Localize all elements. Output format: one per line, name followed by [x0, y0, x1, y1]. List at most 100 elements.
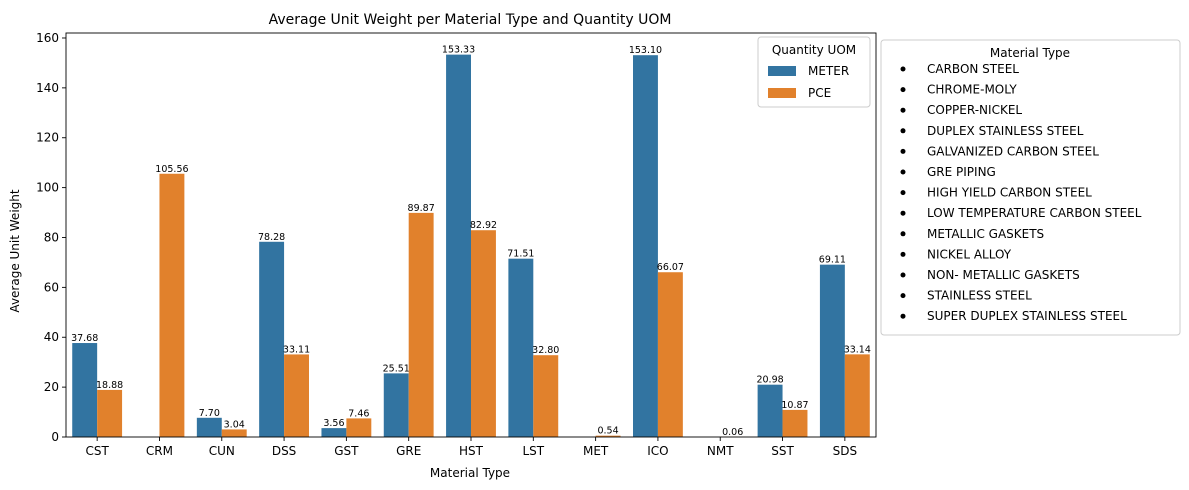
bar-pce-cun — [221, 429, 247, 437]
bar-meter-lst — [508, 258, 534, 437]
material-legend-item: NON- METALLIC GASKETS — [927, 268, 1080, 282]
data-label-pce-sst: 10.87 — [781, 400, 808, 411]
material-legend-item: LOW TEMPERATURE CARBON STEEL — [927, 206, 1142, 220]
x-tick-label-crm: CRM — [146, 444, 173, 458]
bar-pce-gst — [346, 418, 372, 437]
y-tick-label: 160 — [36, 31, 59, 45]
bar-meter-dss — [259, 241, 285, 437]
data-label-meter-lst: 71.51 — [507, 249, 534, 260]
bar-pce-lst — [533, 355, 559, 437]
material-legend-bullet — [900, 190, 906, 196]
material-legend-item: CARBON STEEL — [927, 62, 1019, 76]
data-label-meter-gst: 3.56 — [323, 418, 344, 429]
material-legend-item: GALVANIZED CARBON STEEL — [927, 144, 1099, 158]
bar-pce-met — [595, 435, 621, 437]
y-tick-label: 140 — [36, 81, 59, 95]
data-label-meter-gre: 25.51 — [383, 363, 410, 374]
data-label-meter-cun: 7.70 — [199, 408, 220, 419]
material-legend-bullet — [900, 272, 906, 278]
data-label-pce-hst: 82.92 — [470, 220, 497, 231]
y-tick-label: 80 — [44, 230, 59, 244]
y-tick-label: 20 — [44, 380, 59, 394]
material-legend-item: NICKEL ALLOY — [927, 247, 1012, 261]
material-legend-bullet — [900, 66, 906, 72]
material-legend-bullet — [900, 107, 906, 113]
data-label-pce-sds: 33.14 — [844, 344, 871, 355]
material-legend-items: CARBON STEEL CHROME-MOLY COPPER-NICKEL DUPL… — [900, 62, 1142, 323]
x-tick-label-nmt: NMT — [707, 444, 734, 458]
bar-meter-cun — [196, 417, 222, 437]
material-type-legend: Material Type CARBON STEEL CHROME-MOLY COP… — [880, 39, 1181, 336]
material-legend-item: METALLIC GASKETS — [927, 227, 1044, 241]
data-label-pce-met: 0.54 — [597, 426, 618, 437]
plot-area: 37.68 7.70 78.28 3.56 25.51 153.33 71.51 153.10… — [36, 31, 877, 458]
bar-meter-gre — [383, 373, 409, 437]
uom-legend-label-meter: METER — [808, 64, 849, 78]
bar-meter-ico — [633, 55, 658, 437]
y-tick-label: 60 — [44, 280, 59, 294]
data-label-meter-dss: 78.28 — [258, 232, 285, 243]
uom-legend-swatch-meter — [768, 66, 796, 76]
x-tick-label-gre: GRE — [396, 444, 421, 458]
data-label-pce-gre: 89.87 — [408, 203, 435, 214]
chart-title: Average Unit Weight per Material Type an… — [269, 12, 672, 28]
data-label-meter-hst: 153.33 — [442, 45, 475, 56]
y-tick-label: 120 — [36, 131, 59, 145]
bar-pce-gre — [408, 212, 434, 437]
bar-meter-gst — [321, 428, 347, 437]
bar-pce-dss — [284, 354, 309, 437]
y-axis-label: Average Unit Weight — [8, 189, 22, 312]
material-legend-bullet — [900, 128, 906, 134]
bar-pce-cst — [97, 389, 123, 437]
material-legend-frame — [880, 39, 1181, 336]
uom-legend-swatch-pce — [768, 88, 796, 98]
material-legend-bullet — [900, 87, 906, 93]
material-legend-item: SUPER DUPLEX STAINLESS STEEL — [927, 309, 1127, 323]
y-tick-label: 100 — [36, 181, 59, 195]
uom-legend: Quantity UOM METER PCE — [757, 36, 871, 108]
bar-meter-sds — [819, 264, 845, 437]
material-legend-bullet — [900, 313, 906, 319]
bar-pce-hst — [471, 230, 496, 437]
material-legend-item: STAINLESS STEEL — [927, 289, 1032, 303]
bar-meter-cst — [72, 343, 98, 437]
data-label-pce-cst: 18.88 — [96, 380, 123, 391]
x-tick-label-ico: ICO — [647, 444, 668, 458]
x-tick-label-sds: SDS — [833, 444, 857, 458]
data-label-meter-sst: 20.98 — [756, 375, 783, 386]
y-tick-label: 0 — [51, 430, 59, 444]
material-legend-item: GRE PIPING — [927, 165, 996, 179]
x-tick-label-lst: LST — [522, 444, 544, 458]
material-legend-item: CHROME-MOLY — [927, 83, 1017, 97]
bar-meter-hst — [446, 54, 471, 437]
x-axis-label: Material Type — [430, 466, 510, 480]
x-tick-label-cst: CST — [85, 444, 109, 458]
data-label-pce-cun: 3.04 — [224, 419, 245, 430]
material-legend-title: Material Type — [990, 46, 1070, 60]
data-label-pce-nmt: 0.06 — [722, 427, 743, 438]
material-legend-item: DUPLEX STAINLESS STEEL — [927, 124, 1084, 138]
bar-pce-ico — [657, 272, 683, 437]
uom-legend-label-pce: PCE — [808, 86, 831, 100]
x-tick-label-sst: SST — [771, 444, 794, 458]
data-label-pce-lst: 32.80 — [532, 345, 559, 356]
x-tick-label-cun: CUN — [209, 444, 235, 458]
material-legend-bullet — [900, 251, 906, 257]
data-label-pce-dss: 33.11 — [283, 344, 310, 355]
data-label-meter-ico: 153.10 — [629, 45, 662, 56]
data-label-meter-sds: 69.11 — [819, 255, 846, 266]
y-tick-label: 40 — [44, 330, 59, 344]
data-label-meter-cst: 37.68 — [71, 333, 98, 344]
data-label-pce-gst: 7.46 — [348, 408, 369, 419]
data-label-pce-crm: 105.56 — [155, 164, 188, 175]
x-tick-label-dss: DSS — [272, 444, 296, 458]
material-legend-bullet — [900, 293, 906, 299]
uom-legend-title: Quantity UOM — [772, 43, 856, 57]
bar-pce-sst — [782, 409, 808, 437]
bar-meter-sst — [757, 384, 783, 437]
material-legend-bullet — [900, 169, 906, 175]
bar-pce-sds — [844, 354, 870, 437]
material-legend-bullet — [900, 231, 906, 237]
material-legend-item: COPPER-NICKEL — [927, 103, 1022, 117]
